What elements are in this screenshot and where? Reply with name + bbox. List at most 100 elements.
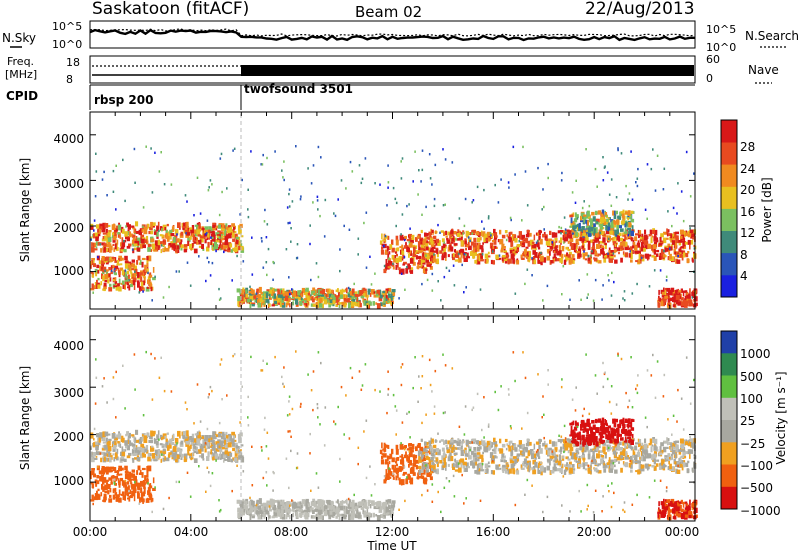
power-cell xyxy=(142,244,146,249)
power-sparse-cell xyxy=(509,216,512,220)
power-sparse-echoes xyxy=(90,145,696,302)
power-sparse-cell xyxy=(656,154,659,157)
power-cell xyxy=(102,222,106,229)
power-cell xyxy=(423,268,428,271)
velocity-cell xyxy=(502,470,505,473)
velocity-cell xyxy=(96,433,100,438)
velocity-cell xyxy=(146,477,149,481)
power-cell xyxy=(550,260,553,264)
power-sparse-cell xyxy=(448,269,451,272)
velocity-cell xyxy=(274,500,278,503)
power-cell xyxy=(391,254,395,260)
power-cell xyxy=(533,259,537,264)
velocity-cell xyxy=(269,500,273,506)
velocity-cell xyxy=(179,449,182,455)
velocity-cell xyxy=(92,452,95,458)
power-cell xyxy=(512,258,515,264)
power-ytick-3000: 3000 xyxy=(53,177,84,191)
power-sparse-cell xyxy=(644,208,647,211)
power-cell xyxy=(481,248,484,253)
power-cell xyxy=(141,261,144,268)
power-cell xyxy=(197,226,202,232)
velocity-cell xyxy=(93,452,97,457)
power-sparse-cell xyxy=(150,147,152,150)
power-cell xyxy=(449,245,452,251)
power-sparse-cell xyxy=(339,269,341,273)
power-cell xyxy=(579,237,583,242)
velocity-cell xyxy=(106,457,109,462)
velocity-cell xyxy=(280,501,283,505)
power-sparse-cell xyxy=(608,279,610,282)
power-sparse-cell xyxy=(178,270,180,273)
power-cell xyxy=(282,288,285,294)
velocity-cell xyxy=(312,510,315,514)
power-cell xyxy=(387,235,390,240)
power-cell xyxy=(443,231,446,236)
power-cell xyxy=(532,244,534,248)
power-cell xyxy=(573,234,576,239)
power-cell xyxy=(502,254,506,258)
velocity-cell xyxy=(648,443,652,446)
power-cell xyxy=(328,288,331,294)
power-sparse-cell xyxy=(364,157,367,160)
power-cell xyxy=(584,214,589,219)
power-cell xyxy=(502,260,505,263)
power-cell xyxy=(384,249,388,255)
power-cell xyxy=(183,249,188,253)
power-cell xyxy=(503,250,507,253)
power-cell xyxy=(593,232,596,236)
power-cell xyxy=(453,235,455,241)
power-cell xyxy=(643,234,648,241)
velocity-cell xyxy=(453,446,457,450)
power-cell xyxy=(259,298,264,303)
power-cell xyxy=(277,294,281,298)
power-cell xyxy=(100,226,103,230)
power-cell xyxy=(428,247,431,252)
power-sparse-cell xyxy=(542,299,544,302)
power-cell xyxy=(387,287,392,293)
velocity-cell xyxy=(380,514,384,518)
velocity-cell xyxy=(95,482,98,487)
velocity-cell xyxy=(234,442,238,448)
velocity-cell xyxy=(387,476,392,479)
power-cell xyxy=(677,253,681,258)
power-cell xyxy=(429,261,433,264)
power-cell xyxy=(558,240,562,244)
power-sparse-cell xyxy=(281,169,283,172)
power-sparse-cell xyxy=(176,233,178,236)
power-cell xyxy=(348,288,351,293)
power-cell xyxy=(417,241,421,247)
velocity-cell xyxy=(261,513,265,516)
velocity-cell xyxy=(504,470,508,474)
power-panel: Slant Range [km] 1000 2000 3000 4000 Pow… xyxy=(18,111,774,310)
power-sparse-cell xyxy=(631,292,634,295)
velocity-cell xyxy=(316,513,319,519)
power-cell xyxy=(446,239,450,244)
power-cell xyxy=(351,291,354,297)
power-cell xyxy=(92,263,96,268)
velocity-cell xyxy=(182,436,185,439)
velocity-cell xyxy=(299,501,302,505)
power-cell xyxy=(307,297,311,301)
velocity-cell xyxy=(392,476,395,480)
velocity-cell xyxy=(422,462,425,468)
velocity-cell xyxy=(260,508,264,511)
power-cell xyxy=(499,239,504,245)
power-sparse-cell xyxy=(300,195,302,198)
power-sparse-cell xyxy=(189,284,192,287)
velocity-cell xyxy=(489,447,492,450)
power-cell xyxy=(120,246,125,250)
power-sparse-cell xyxy=(260,163,262,166)
velocity-cell xyxy=(196,438,201,445)
power-cell xyxy=(323,295,326,301)
power-cell xyxy=(305,303,308,307)
velocity-cell xyxy=(140,487,143,493)
power-cell xyxy=(545,238,548,241)
velocity-cell xyxy=(357,501,360,506)
power-cell xyxy=(511,236,515,241)
power-cell xyxy=(411,234,415,240)
power-cell xyxy=(421,242,426,246)
power-cell xyxy=(344,301,347,304)
velocity-echo-band xyxy=(236,498,396,521)
power-cell xyxy=(622,241,626,247)
